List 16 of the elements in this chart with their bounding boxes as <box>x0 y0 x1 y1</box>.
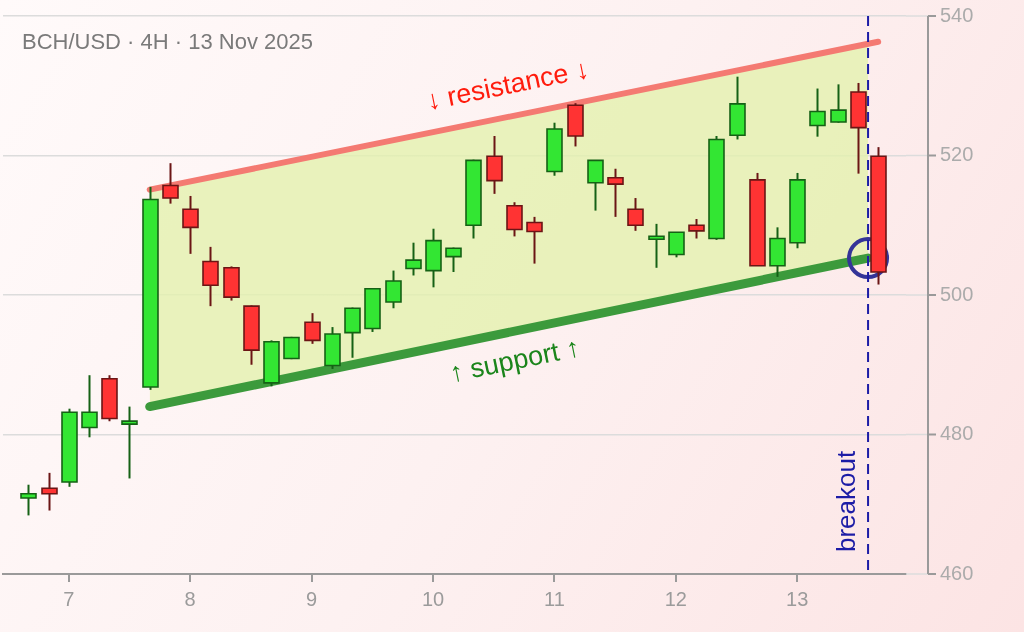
text: ↓ resistance ↓ <box>423 53 592 116</box>
ref-line-label: breakout <box>831 450 862 552</box>
y-tick-label: 520 <box>940 143 974 166</box>
x-tick-label: 11 <box>544 587 565 610</box>
y-tick-label: 500 <box>940 282 974 305</box>
y-tick-label: 540 <box>940 3 974 26</box>
x-tick-label: 10 <box>421 587 445 610</box>
y-tick-label: 460 <box>940 561 974 584</box>
x-tick-label: 8 <box>184 587 196 610</box>
x-tick-label: 9 <box>306 587 318 610</box>
text: ↑ support ↑ <box>446 332 583 389</box>
x-tick-label: 13 <box>786 587 809 610</box>
x-tick-label: 7 <box>63 587 75 610</box>
text: BCH/USD · 4H · 13 Nov 2025 <box>22 29 313 55</box>
x-tick-label: 12 <box>664 587 687 610</box>
y-tick-label: 480 <box>940 422 974 445</box>
